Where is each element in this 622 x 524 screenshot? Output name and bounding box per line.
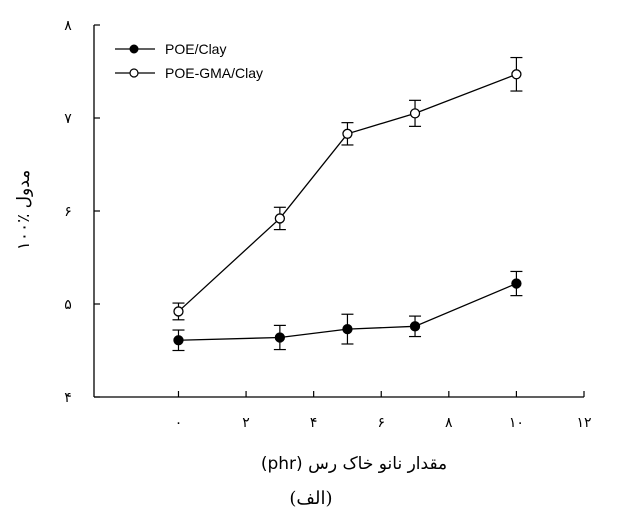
data-point-poe-gma-clay <box>173 306 184 317</box>
series-poe-gma-clay <box>172 56 523 321</box>
legend-label-poe-gma-clay: POE-GMA/Clay <box>165 65 263 81</box>
data-point-poe-gma-clay <box>342 128 353 139</box>
x-tick-label: ۱۰ <box>509 415 524 431</box>
data-point-poe-gma-clay <box>409 108 421 119</box>
y-tick-label: ۶ <box>64 204 72 220</box>
axis-ticks: ۰ ۲ ۴ ۶ ۸ ۱۰ ۱۲ ۴ ۵ ۶ ۷ ۸ <box>64 18 591 431</box>
data-point-poe-gma-clay <box>511 69 522 80</box>
x-axis-title: مقدار نانو خاک رس (phr) <box>261 454 447 474</box>
y-tick-label: ۷ <box>64 111 72 127</box>
data-point-poe-clay <box>511 278 522 289</box>
legend-marker-poe-gma-clay <box>129 68 139 78</box>
series-poe-clay <box>172 270 523 352</box>
x-tick-label: ۰ <box>175 415 183 431</box>
x-tick-label: ۴ <box>310 415 318 431</box>
data-point-poe-clay <box>342 323 353 335</box>
x-tick-label: ۱۲ <box>576 415 591 431</box>
legend: POE/Clay POE-GMA/Clay <box>115 41 263 81</box>
series-layer <box>172 56 523 352</box>
y-axis-title: مدول ٪۱۰۰ <box>14 170 34 251</box>
x-tick-label: ۸ <box>445 415 453 431</box>
legend-label-poe-clay: POE/Clay <box>165 41 226 57</box>
data-point-poe-gma-clay <box>274 213 286 224</box>
figure-caption: (الف) <box>289 488 333 509</box>
data-point-poe-clay <box>274 332 286 343</box>
y-tick-label: ۵ <box>64 297 72 313</box>
x-tick-label: ۶ <box>377 415 385 431</box>
legend-marker-poe-clay <box>129 44 139 54</box>
data-point-poe-clay <box>409 321 421 332</box>
y-tick-label: ۴ <box>64 390 72 406</box>
series-line-poe-gma-clay <box>178 73 517 312</box>
data-point-poe-clay <box>173 335 184 346</box>
y-tick-label: ۸ <box>64 18 72 34</box>
x-tick-label: ۲ <box>242 415 250 431</box>
